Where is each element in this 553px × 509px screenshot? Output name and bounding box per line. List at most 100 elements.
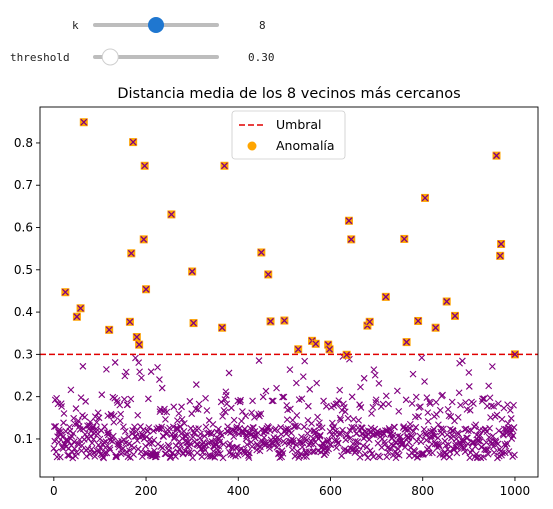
data-point bbox=[471, 443, 479, 450]
data-point bbox=[153, 451, 161, 458]
data-point bbox=[376, 453, 384, 461]
data-point bbox=[423, 436, 430, 444]
data-point bbox=[466, 454, 474, 462]
anomaly-cross bbox=[140, 235, 148, 243]
data-point bbox=[283, 416, 291, 424]
data-point bbox=[313, 379, 321, 387]
data-point bbox=[385, 400, 392, 408]
data-point bbox=[209, 420, 217, 428]
data-point bbox=[339, 426, 346, 434]
data-point bbox=[170, 403, 178, 411]
data-point bbox=[494, 440, 502, 448]
data-point bbox=[120, 436, 128, 443]
data-point bbox=[284, 425, 292, 432]
data-point bbox=[279, 449, 287, 457]
anomaly-point bbox=[125, 317, 134, 326]
k-slider-label: k bbox=[72, 19, 79, 32]
data-point bbox=[354, 438, 362, 446]
data-point bbox=[158, 423, 166, 431]
data-point bbox=[233, 443, 241, 451]
data-point bbox=[395, 451, 403, 459]
data-point bbox=[479, 395, 487, 403]
data-point bbox=[91, 413, 99, 420]
data-point bbox=[127, 395, 135, 403]
data-point bbox=[322, 402, 330, 410]
k-slider-handle[interactable] bbox=[148, 17, 164, 33]
data-point bbox=[117, 410, 125, 418]
data-point bbox=[70, 438, 78, 446]
data-point bbox=[66, 427, 74, 435]
data-point bbox=[122, 368, 130, 376]
data-point bbox=[112, 451, 120, 459]
data-point bbox=[435, 443, 443, 450]
data-point bbox=[156, 376, 163, 383]
y-tick-label: 0.3 bbox=[14, 347, 33, 361]
data-point bbox=[86, 450, 94, 458]
data-point bbox=[357, 404, 365, 411]
data-point bbox=[429, 427, 437, 435]
anomaly-cross bbox=[294, 345, 302, 353]
y-tick-label: 0.6 bbox=[14, 221, 33, 235]
anomaly-point bbox=[381, 292, 390, 301]
data-point bbox=[112, 453, 120, 461]
data-point bbox=[96, 435, 104, 443]
data-point bbox=[176, 423, 184, 430]
data-point bbox=[227, 404, 235, 412]
data-point bbox=[211, 453, 219, 461]
data-point bbox=[509, 432, 517, 440]
data-point bbox=[458, 357, 466, 365]
data-point bbox=[82, 398, 90, 405]
anomaly-cross bbox=[142, 285, 150, 293]
data-point bbox=[145, 424, 153, 431]
x-axis: 0 200 400 600 800 1000 bbox=[50, 477, 530, 498]
data-point bbox=[195, 425, 203, 432]
threshold-slider-label: threshold bbox=[10, 51, 70, 64]
data-point bbox=[178, 415, 186, 423]
anomaly-cross bbox=[280, 317, 288, 325]
data-point bbox=[290, 436, 297, 444]
data-point bbox=[137, 448, 145, 456]
data-point bbox=[221, 408, 229, 416]
anomaly-point bbox=[510, 350, 519, 359]
data-point bbox=[77, 394, 85, 402]
data-point bbox=[350, 415, 357, 423]
data-point bbox=[105, 429, 113, 436]
data-point bbox=[146, 435, 154, 443]
data-point bbox=[50, 423, 58, 431]
data-point bbox=[162, 416, 169, 423]
anomaly-cross bbox=[345, 217, 353, 225]
data-point bbox=[288, 435, 296, 443]
anomaly-cross bbox=[135, 341, 143, 349]
data-point bbox=[384, 449, 392, 456]
k-slider[interactable]: k 8 bbox=[72, 17, 266, 33]
data-point bbox=[344, 414, 352, 422]
data-point bbox=[251, 413, 258, 421]
data-point bbox=[132, 428, 140, 435]
data-point bbox=[316, 431, 324, 439]
data-point bbox=[120, 423, 127, 431]
anomaly-cross bbox=[511, 350, 519, 358]
data-point bbox=[161, 405, 168, 413]
data-point bbox=[480, 395, 488, 403]
data-point bbox=[144, 395, 152, 403]
threshold-slider-handle[interactable] bbox=[101, 48, 119, 66]
x-tick-label: 200 bbox=[135, 484, 158, 498]
data-point bbox=[462, 399, 469, 406]
data-point bbox=[216, 438, 224, 446]
data-point bbox=[248, 443, 256, 450]
data-point bbox=[124, 401, 131, 409]
x-tick-label: 0 bbox=[50, 484, 58, 498]
data-point bbox=[194, 406, 202, 413]
y-tick-label: 0.8 bbox=[14, 136, 33, 150]
data-point bbox=[466, 406, 474, 414]
data-point bbox=[429, 449, 436, 457]
anomaly-cross bbox=[218, 324, 226, 332]
data-point bbox=[298, 433, 305, 441]
anomaly-point bbox=[140, 161, 149, 170]
data-point bbox=[346, 426, 354, 434]
anomaly-cross bbox=[267, 317, 275, 325]
anomaly-cross bbox=[451, 312, 459, 320]
data-point bbox=[186, 440, 194, 448]
threshold-slider[interactable]: threshold 0.30 bbox=[10, 48, 275, 66]
data-point bbox=[369, 453, 377, 461]
